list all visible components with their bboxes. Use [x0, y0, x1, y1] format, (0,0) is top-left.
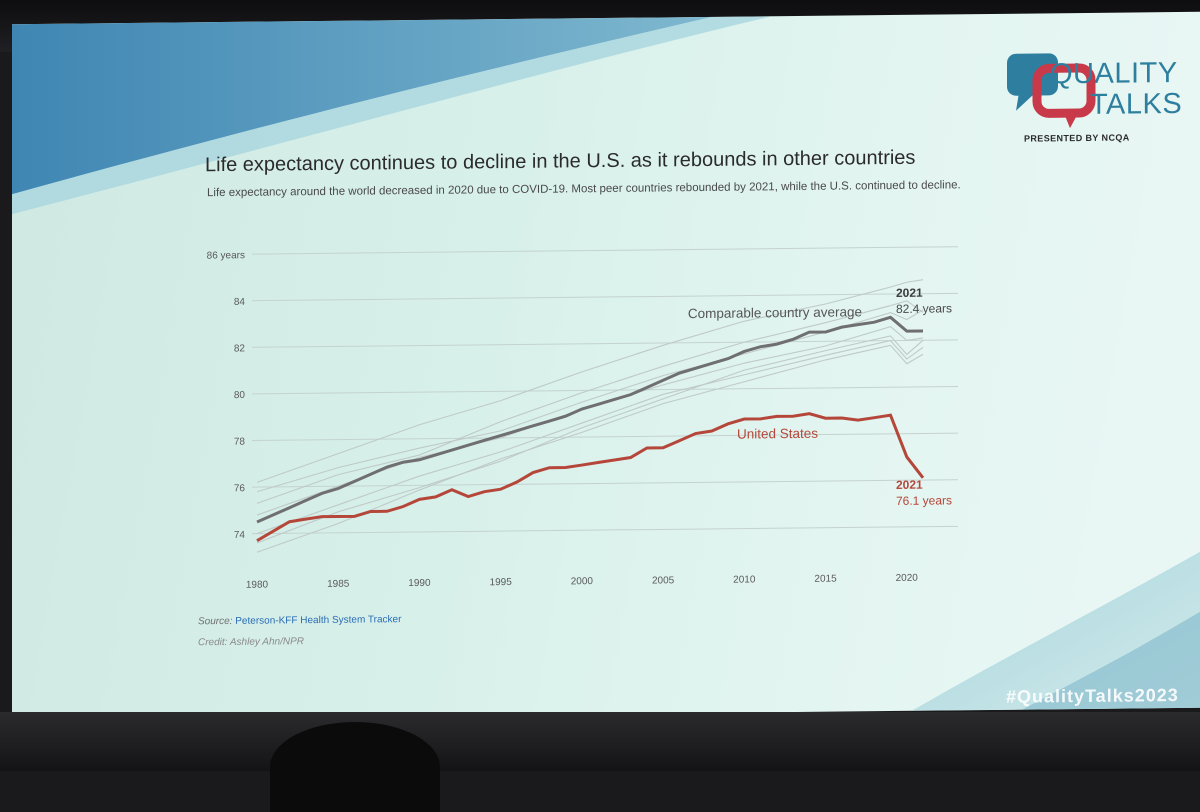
- x-tick-label: 1990: [408, 578, 431, 589]
- x-tick-label: 2015: [814, 574, 837, 585]
- y-tick-label: 74: [234, 530, 246, 541]
- comparable-2021-value-label: 82.4 years: [896, 301, 952, 316]
- y-tick-label: 82: [234, 343, 246, 354]
- y-tick-label: 84: [234, 297, 246, 308]
- y-gridline: [252, 246, 958, 255]
- x-tick-label: 2020: [896, 573, 919, 584]
- united-states-line: [256, 412, 925, 542]
- y-gridline: [252, 386, 958, 395]
- y-tick-label: 76: [234, 483, 246, 494]
- x-tick-label: 1995: [490, 577, 513, 588]
- united-states-label: United States: [737, 426, 818, 442]
- projection-screen: QUALITY TALKS PRESENTED BY NCQA Life exp…: [12, 11, 1200, 721]
- y-tick-label: 86 years: [207, 250, 245, 261]
- y-gridline: [252, 525, 958, 535]
- room-floor: [0, 712, 1200, 771]
- source-line: Source: Peterson-KFF Health System Track…: [198, 614, 401, 627]
- slide-decoration-swoosh: [12, 16, 1200, 711]
- x-tick-label: 1980: [246, 580, 269, 591]
- x-tick-label: 2000: [571, 576, 594, 587]
- audience-head-silhouette: [270, 722, 440, 812]
- life-expectancy-chart: 74 76 78 80 82 84 86 years 1980 1985 1990 1995 2000…: [207, 246, 958, 591]
- comparable-average-line: [256, 315, 923, 524]
- source-label: Source:: [198, 615, 233, 628]
- x-tick-label: 2005: [652, 575, 675, 586]
- comparable-average-label: Comparable country average: [688, 304, 862, 321]
- peer-country-line: [256, 340, 924, 535]
- credit-line: Credit: Ashley Ahn/NPR: [198, 636, 304, 649]
- y-gridline: [252, 339, 958, 348]
- y-gridline: [252, 432, 958, 442]
- source-link[interactable]: Peterson-KFF Health System Tracker: [235, 614, 402, 627]
- quality-talks-logo-icon: [1007, 53, 1096, 129]
- y-tick-label: 78: [234, 437, 246, 448]
- hashtag: #QualityTalks2023: [1006, 685, 1179, 707]
- x-tick-label: 1985: [327, 579, 350, 590]
- comparable-2021-year-label: 2021: [896, 286, 923, 300]
- peer-country-line: [256, 335, 924, 544]
- peer-country-line: [256, 344, 924, 553]
- peer-country-line: [256, 309, 924, 493]
- y-tick-label: 80: [234, 390, 246, 401]
- us-2021-value-label: 76.1 years: [896, 493, 952, 508]
- y-gridline: [252, 479, 958, 488]
- y-gridline: [252, 292, 958, 302]
- peer-country-line: [256, 279, 924, 483]
- peer-country-line: [256, 300, 924, 504]
- us-2021-year-label: 2021: [896, 478, 923, 492]
- x-tick-label: 2010: [733, 574, 756, 585]
